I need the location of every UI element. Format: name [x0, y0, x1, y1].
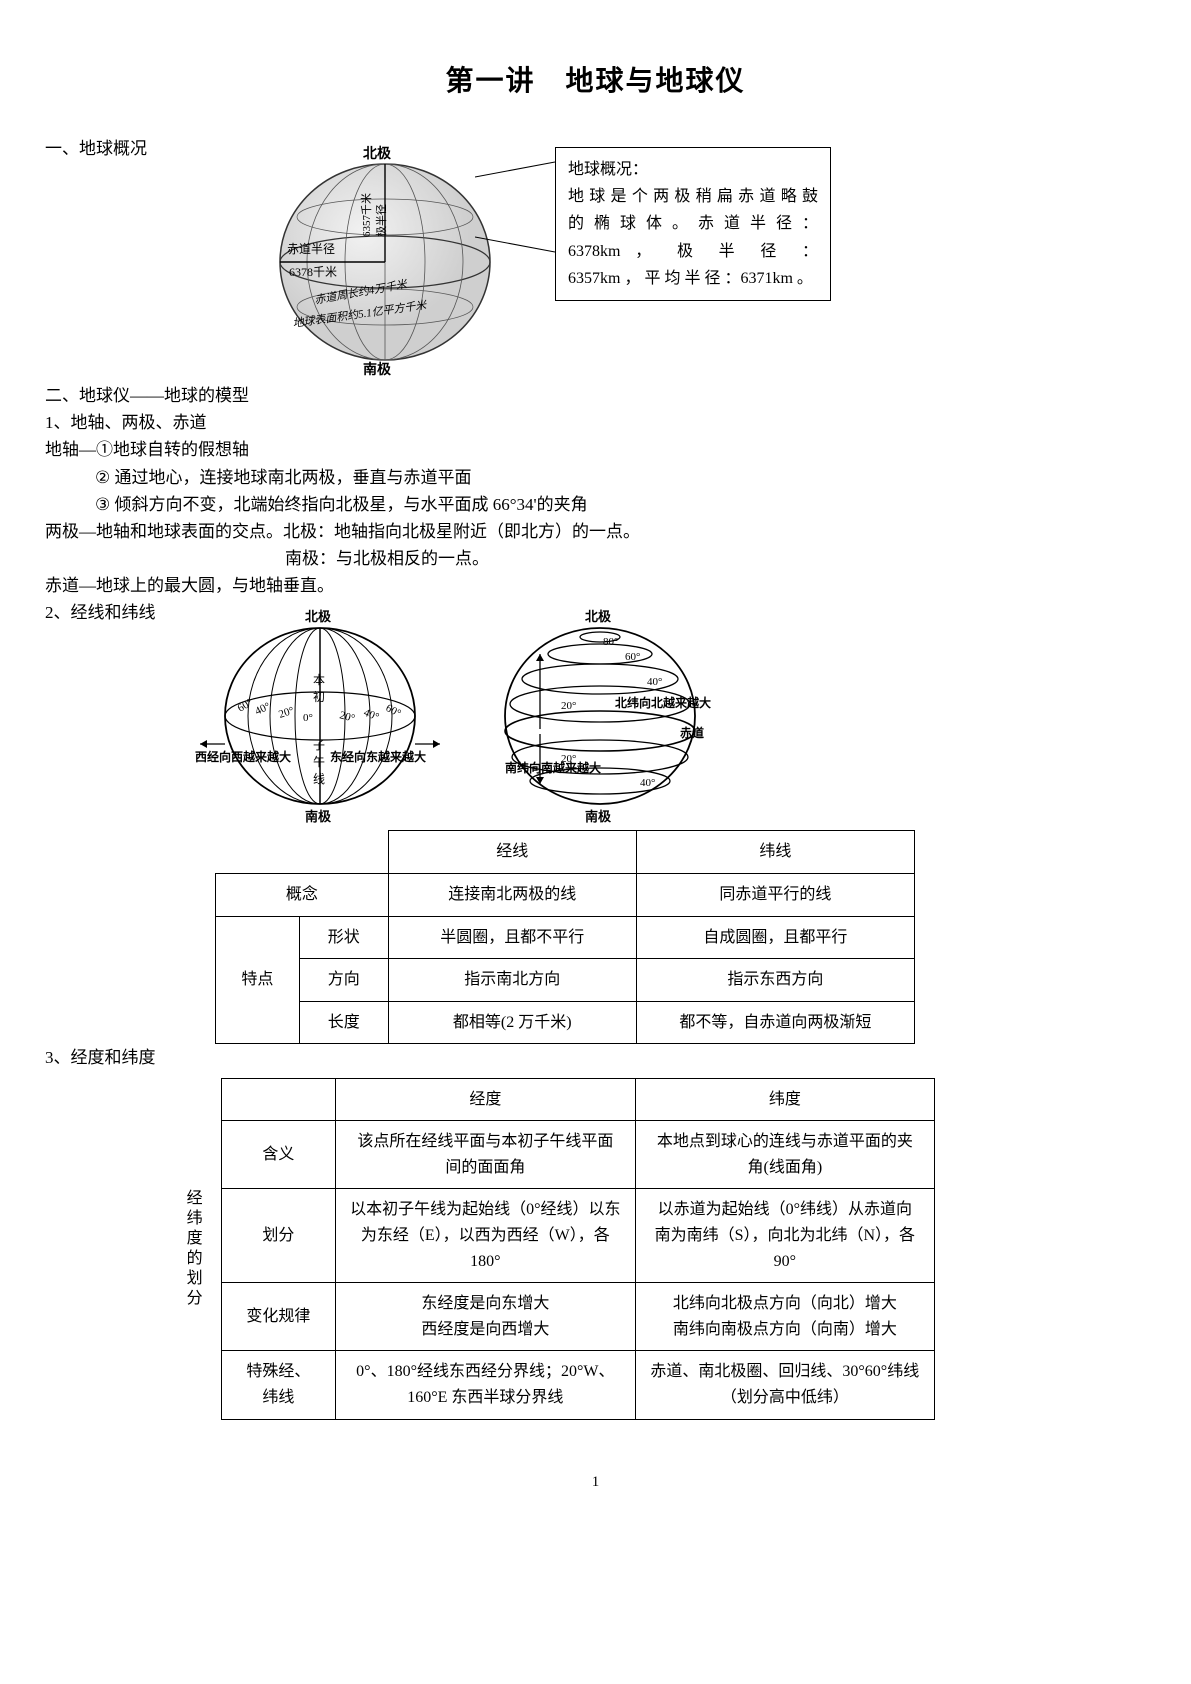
t2-special-wei: 赤道、南北极圈、回归线、30°60°纬线（划分高中低纬）	[635, 1351, 934, 1419]
svg-text:北纬向北越来越大: 北纬向北越来越大	[615, 695, 711, 710]
t2-header-jingdu: 经度	[336, 1078, 636, 1121]
svg-text:20°: 20°	[561, 700, 576, 712]
earth-info-box: 地球概况： 地球是个两极稍扁赤道略鼓的 椭 球 体 。 赤 道 半 径 ：637…	[555, 147, 831, 301]
svg-text:40°: 40°	[253, 701, 272, 718]
poles-line-2: 南极：与北极相反的一点。	[285, 545, 1146, 572]
t1-shape-jing: 半圆圈，且都不平行	[388, 916, 636, 959]
svg-text:午: 午	[313, 755, 325, 769]
svg-text:线: 线	[313, 772, 325, 786]
t2-divide-wei: 以赤道为起始线（0°纬线）从赤道向南为南纬（S），向北为北纬（N），各 90°	[635, 1189, 934, 1283]
svg-text:南极: 南极	[585, 809, 612, 824]
svg-text:本: 本	[313, 673, 325, 687]
page-title: 第一讲 地球与地球仪	[45, 60, 1146, 105]
t1-shape: 形状	[299, 916, 388, 959]
t2-side-label: 经纬度的划分	[179, 1189, 205, 1309]
eq-radius-bottom: 6378千米	[289, 265, 337, 279]
t2-special: 特殊经、纬线	[221, 1351, 335, 1419]
t1-direction: 方向	[299, 959, 388, 1002]
svg-text:40°: 40°	[362, 707, 381, 724]
svg-text:北极: 北极	[305, 609, 332, 624]
meridian-diagram: 北极 60° 40° 20° 0° 20° 40° 60° 本 初 子 午 线 …	[195, 609, 445, 824]
t1-concept: 概念	[216, 874, 389, 917]
svg-text:40°: 40°	[647, 676, 662, 688]
svg-text:60°: 60°	[625, 651, 640, 663]
eq-radius-top: 赤道半径	[287, 242, 335, 256]
south-pole-label: 南极	[363, 360, 391, 382]
svg-text:20°: 20°	[338, 710, 356, 726]
t1-concept-wei: 同赤道平行的线	[636, 874, 914, 917]
svg-text:0°: 0°	[303, 712, 313, 724]
axis-line-3: ③ 倾斜方向不变，北端始终指向北极星，与水平面成 66°34'的夹角	[95, 491, 1146, 518]
t1-length-jing: 都相等(2 万千米)	[388, 1001, 636, 1044]
t1-shape-wei: 自成圆圈，且都平行	[636, 916, 914, 959]
longitude-latitude-table: 经纬度的划分 经度 纬度 含义 该点所在经线平面与本初子午线平面间的面面角 本地…	[165, 1078, 935, 1420]
item-3-heading: 3、经度和纬度	[45, 1044, 1146, 1071]
poles-line-1: 两极—地轴和地球表面的交点。北极：地轴指向北极星附近（即北方）的一点。	[45, 518, 1146, 545]
polar-radius-km: 6357千米	[360, 193, 373, 237]
svg-text:20°: 20°	[277, 705, 295, 721]
svg-text:40°: 40°	[640, 777, 655, 789]
t1-header-weixian: 纬线	[636, 831, 914, 874]
item-1-heading: 1、地轴、两极、赤道	[45, 409, 1146, 436]
t2-special-jing: 0°、180°经线东西经分界线；20°W、160°E 东西半球分界线	[336, 1351, 636, 1419]
svg-text:80°: 80°	[603, 636, 618, 648]
t1-header-jingxian: 经线	[388, 831, 636, 874]
parallel-diagram: 北极 80° 60° 40° 20° 20° 40° 赤道 北纬向北越来越大 南…	[485, 609, 715, 824]
t2-divide-jing: 以本初子午线为起始线（0°经线）以东为东经（E），以西为西经（W），各 180°	[336, 1189, 636, 1283]
axis-line-1: 地轴—①地球自转的假想轴	[45, 436, 1146, 463]
polar-radius-label: 极半径	[374, 204, 388, 237]
north-pole-label: 北极	[363, 144, 391, 166]
equator-line: 赤道—地球上的最大圆，与地轴垂直。	[45, 572, 1146, 599]
svg-text:南纬向南越来越大: 南纬向南越来越大	[505, 760, 601, 775]
svg-text:子: 子	[313, 738, 325, 752]
svg-text:赤道: 赤道	[680, 725, 704, 740]
page-number: 1	[45, 1470, 1146, 1494]
svg-text:60°: 60°	[384, 703, 403, 721]
t2-meaning: 含义	[221, 1121, 335, 1189]
t2-rule: 变化规律	[221, 1283, 335, 1351]
t1-concept-jing: 连接南北两极的线	[388, 874, 636, 917]
t2-header-weidu: 纬度	[635, 1078, 934, 1121]
svg-text:东经向东越来越大: 东经向东越来越大	[330, 749, 426, 764]
t2-divide: 划分	[221, 1189, 335, 1283]
t2-rule-jing: 东经度是向东增大西经度是向西增大	[336, 1283, 636, 1351]
item-2-heading: 2、经线和纬线	[45, 599, 195, 626]
svg-text:北极: 北极	[585, 609, 612, 624]
t1-length-wei: 都不等，自赤道向两极渐短	[636, 1001, 914, 1044]
t2-rule-wei: 北纬向北极点方向（向北）增大南纬向南极点方向（向南）增大	[635, 1283, 934, 1351]
t1-features: 特点	[216, 916, 300, 1044]
meridian-parallel-table: 经线 纬线 概念 连接南北两极的线 同赤道平行的线 特点 形状 半圆圈，且都不平…	[215, 830, 915, 1044]
t2-meaning-wei: 本地点到球心的连线与赤道平面的夹角(线面角)	[635, 1121, 934, 1189]
svg-text:初: 初	[313, 690, 325, 704]
section-2-heading: 二、地球仪——地球的模型	[45, 382, 1146, 409]
t1-length: 长度	[299, 1001, 388, 1044]
axis-line-2: ② 通过地心，连接地球南北两极，垂直与赤道平面	[95, 464, 1146, 491]
t1-direction-jing: 指示南北方向	[388, 959, 636, 1002]
t2-meaning-jing: 该点所在经线平面与本初子午线平面间的面面角	[336, 1121, 636, 1189]
svg-text:西经向西越来越大: 西经向西越来越大	[195, 749, 291, 764]
svg-text:南极: 南极	[305, 809, 332, 824]
t1-direction-wei: 指示东西方向	[636, 959, 914, 1002]
